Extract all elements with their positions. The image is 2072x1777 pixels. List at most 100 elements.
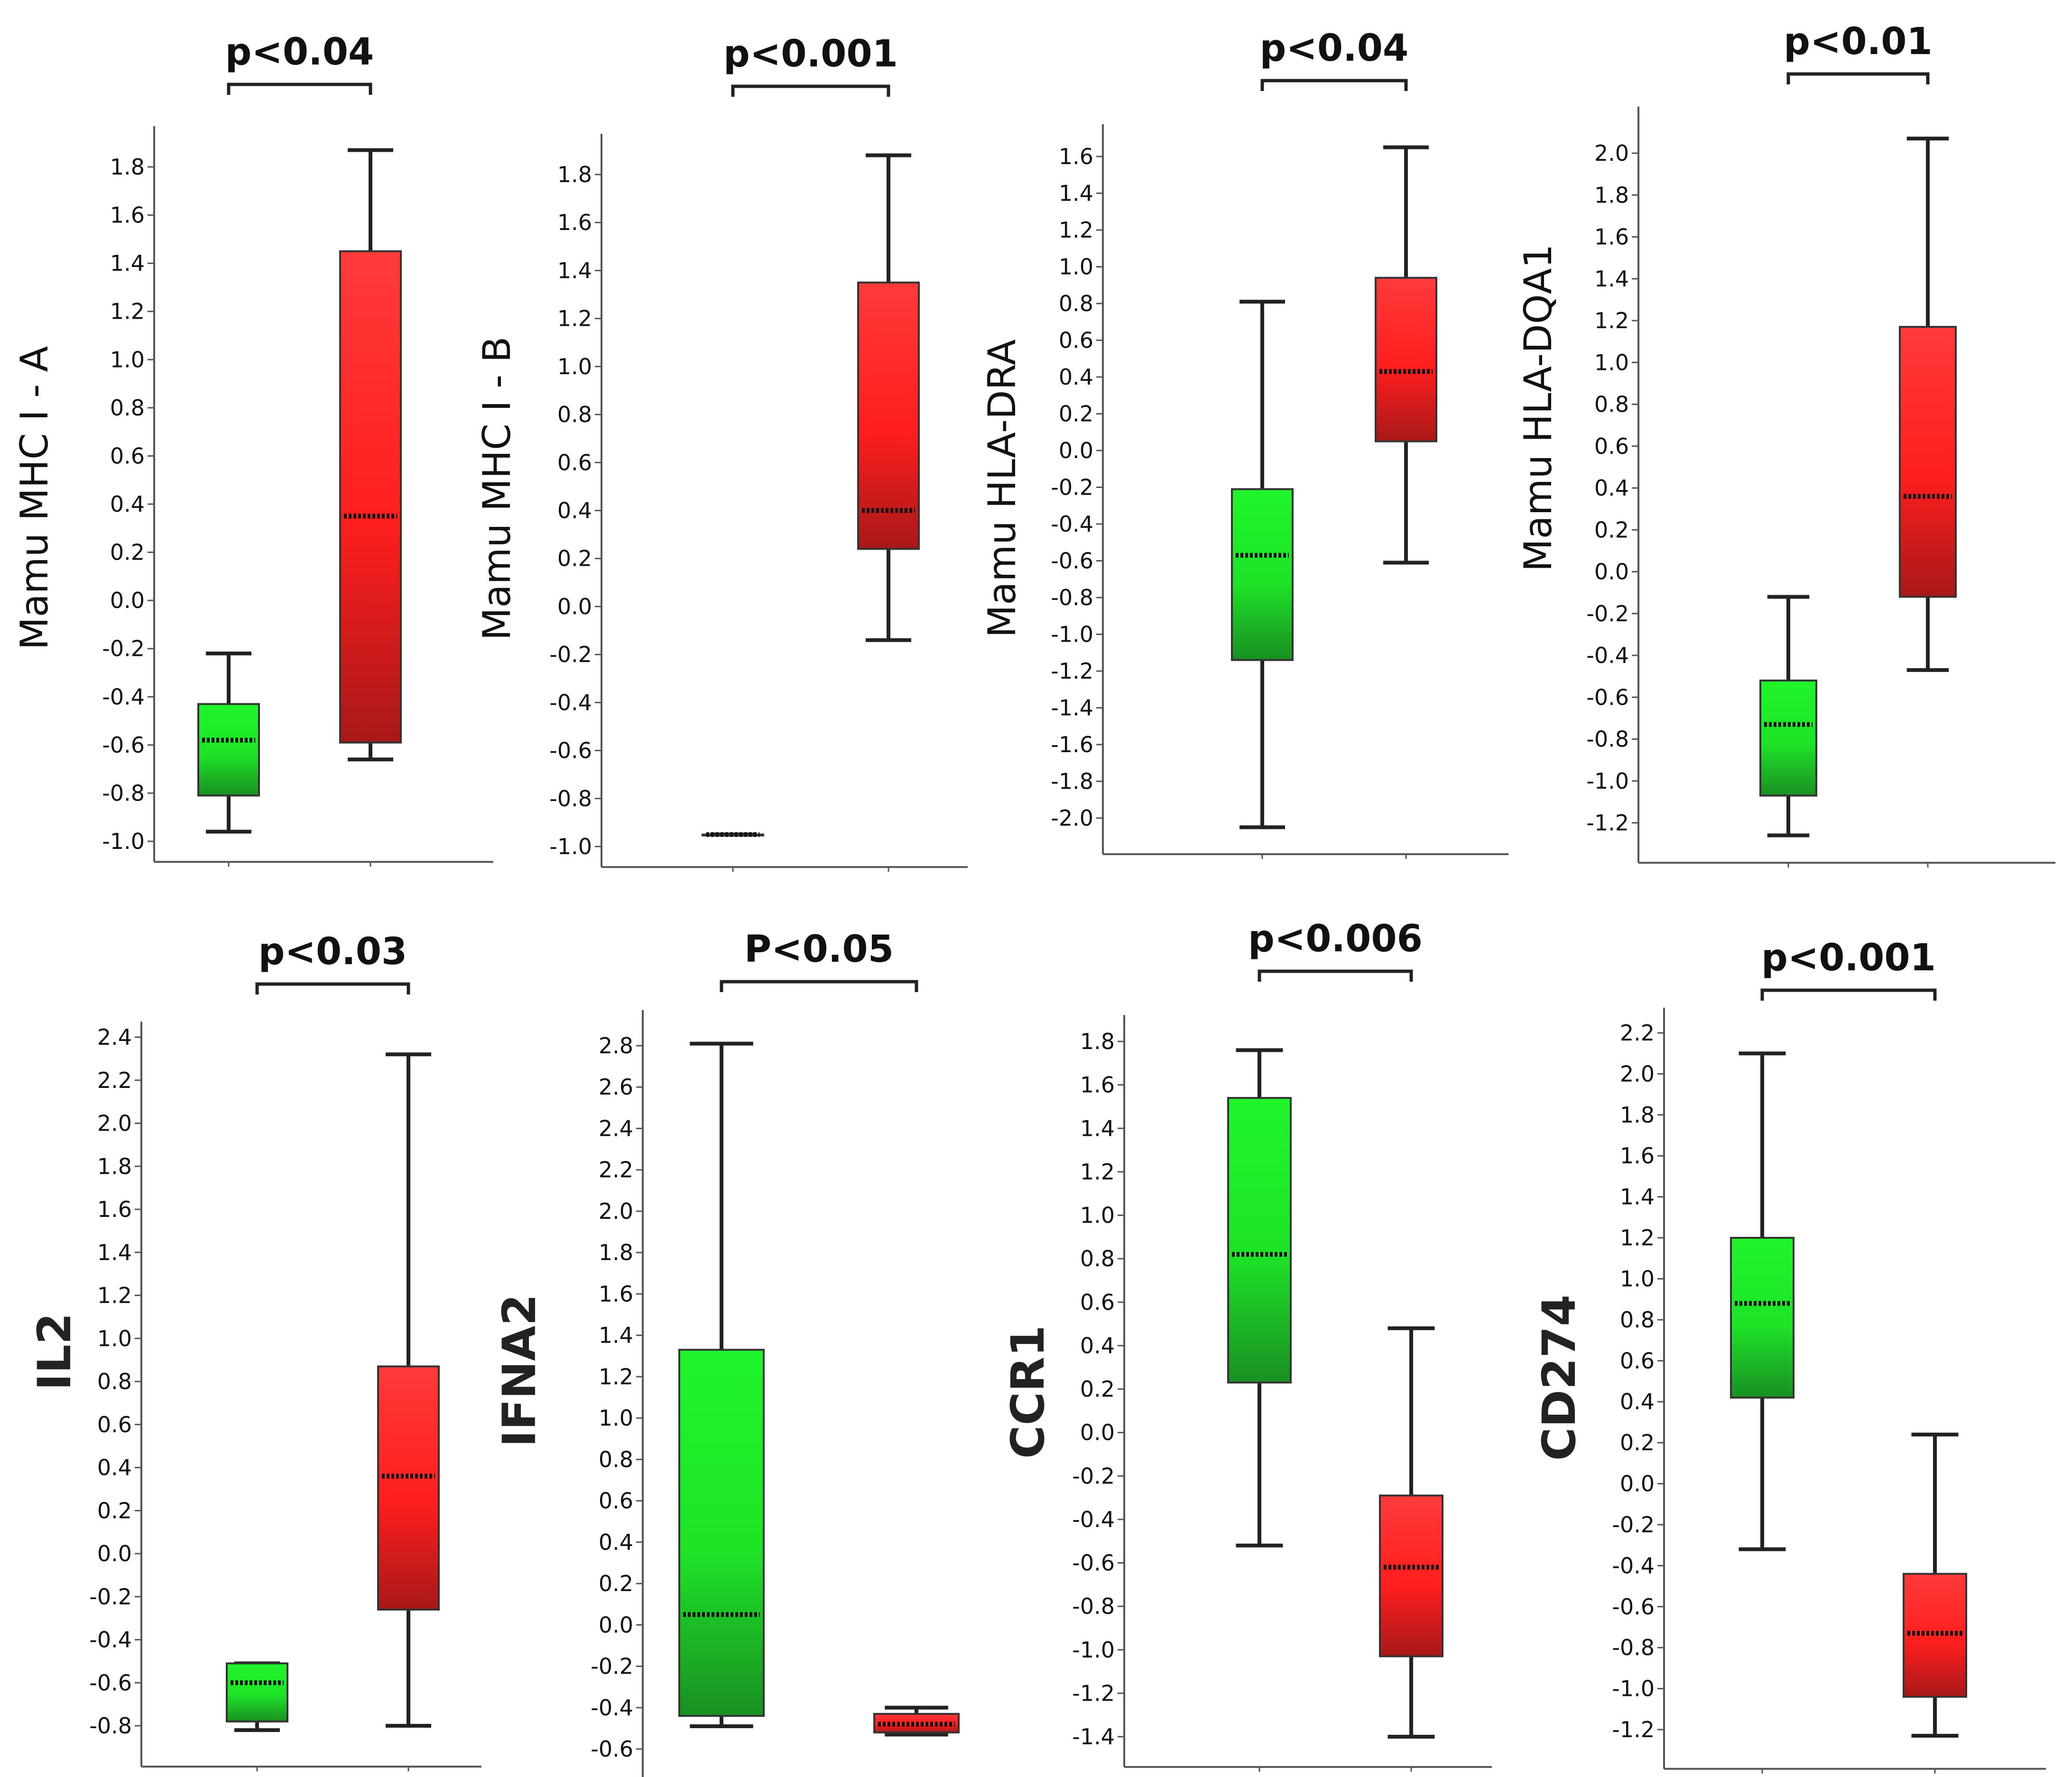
y-tick-label: -1.0 (549, 834, 592, 859)
y-tick-label: 1.4 (1594, 266, 1629, 292)
y-tick-label: -0.8 (1072, 1593, 1115, 1619)
chart-panel: -1.2 -1.0 -0.8 -0.6 -0.4 -0.2 0.0 0.2 0.4 0.6 0.8 1… (1533, 937, 2046, 1774)
box-group1 (226, 1661, 288, 1732)
y-axis-label: CD274 (1533, 1295, 1586, 1461)
y-tick-label: 0.8 (1594, 392, 1629, 417)
iqr-box (678, 1349, 765, 1717)
iqr-box (197, 703, 260, 797)
y-tick-label: -0.2 (1051, 475, 1093, 500)
iqr-box (1231, 488, 1294, 661)
y-tick-label: 1.0 (1059, 254, 1093, 280)
y-tick-label: 1.8 (599, 1240, 633, 1265)
y-tick-label: 2.6 (599, 1074, 633, 1100)
y-tick-label: 0.4 (1594, 475, 1629, 501)
y-tick-label: -0.6 (1612, 1594, 1655, 1620)
box-group2 (873, 1705, 960, 1737)
y-tick-label: 1.8 (557, 162, 592, 187)
y-tick-label: 1.6 (97, 1197, 132, 1222)
iqr-box (1730, 1237, 1794, 1399)
y-axis-label: Mamu MHC I - A (12, 346, 56, 650)
chart-panel: -0.8 -0.6 -0.4 -0.2 0.0 0.2 0.4 0.6 0.8 1.0 1.2 1.4… (28, 930, 481, 1772)
iqr-box (226, 1662, 288, 1722)
y-tick-label: -0.6 (1072, 1550, 1115, 1576)
iqr-box (339, 250, 402, 744)
y-tick-label: -0.6 (1051, 548, 1093, 574)
y-tick-label: -1.8 (1051, 769, 1093, 794)
iqr-box (1379, 1494, 1443, 1657)
y-tick-label: -1.0 (102, 829, 145, 854)
y-tick-label: 1.6 (1059, 144, 1093, 169)
y-axis-label: IL2 (28, 1313, 81, 1390)
p-value-label: p<0.001 (1761, 937, 1936, 979)
y-tick-label: 1.6 (1594, 224, 1629, 250)
box-group2 (1379, 1326, 1443, 1739)
y-axis-label: CCR1 (1001, 1325, 1054, 1459)
p-value-label: p<0.04 (225, 31, 374, 74)
y-axis-label: Mamu HLA-DRA (980, 339, 1024, 637)
y-tick-label: 1.4 (110, 250, 145, 276)
significance-bracket (227, 83, 372, 95)
y-tick-label: 1.0 (599, 1405, 633, 1431)
y-tick-label: 2.4 (599, 1115, 633, 1141)
significance-bracket (720, 980, 918, 992)
y-tick-label: -0.8 (549, 786, 592, 811)
y-tick-label: 0.2 (557, 546, 592, 571)
y-tick-label: -0.4 (1586, 643, 1629, 668)
y-tick-label: 1.2 (599, 1364, 633, 1390)
y-tick-label: 1.0 (557, 354, 592, 379)
y-tick-label: 0.0 (1620, 1471, 1655, 1497)
y-tick-label: -0.6 (102, 732, 145, 758)
y-tick-label: 1.4 (97, 1240, 132, 1265)
y-tick-label: 0.8 (1620, 1307, 1655, 1333)
y-tick-label: -0.6 (549, 738, 592, 764)
y-tick-label: -2.0 (1051, 805, 1093, 831)
y-tick-label: -0.4 (1612, 1553, 1655, 1578)
y-tick-label: 0.8 (110, 395, 145, 421)
y-tick-label: 1.0 (97, 1326, 132, 1351)
y-tick-label: 1.0 (1620, 1266, 1655, 1291)
y-tick-label: -1.4 (1051, 695, 1093, 721)
y-tick-label: 2.8 (599, 1033, 633, 1059)
y-tick-label: 2.2 (599, 1157, 633, 1183)
significance-bracket (1760, 988, 1937, 1001)
y-tick-label: 0.4 (1059, 364, 1093, 390)
y-tick-label: 1.8 (110, 154, 145, 180)
y-tick-label: 2.4 (97, 1024, 132, 1050)
y-tick-label: 1.2 (1080, 1159, 1115, 1185)
y-tick-label: 2.0 (1594, 140, 1629, 166)
y-tick-label: 2.0 (1620, 1061, 1655, 1086)
y-tick-label: -0.2 (549, 642, 592, 667)
y-tick-label: 0.0 (1594, 559, 1629, 585)
y-tick-label: -0.4 (89, 1627, 132, 1653)
y-tick-label: 0.0 (1080, 1420, 1115, 1446)
box-group1 (678, 1041, 765, 1729)
box-group1 (1231, 300, 1294, 829)
y-tick-label: 0.2 (1594, 517, 1629, 543)
y-tick-label: 1.2 (1620, 1225, 1655, 1251)
chart-panel: -2.0 -1.8 -1.6 -1.4 -1.2 -1.0 -0.8 -0.6 -0.4 -0.2… (980, 27, 1508, 859)
y-tick-label: 0.6 (97, 1412, 132, 1437)
y-tick-label: 0.8 (1080, 1246, 1115, 1271)
y-tick-label: -0.8 (1051, 585, 1093, 610)
y-tick-label: 2.2 (1620, 1020, 1655, 1046)
y-axis-label: Mamu MHC I - B (475, 337, 519, 641)
y-tick-label: -0.4 (102, 684, 145, 709)
y-tick-label: 1.2 (557, 306, 592, 331)
y-tick-label: 1.4 (557, 258, 592, 283)
y-tick-label: 0.2 (1620, 1430, 1655, 1455)
y-tick-label: -0.2 (591, 1654, 633, 1679)
y-tick-label: 0.2 (1080, 1376, 1115, 1402)
y-tick-label: -0.2 (89, 1584, 132, 1610)
y-tick-label: -0.2 (102, 636, 145, 662)
y-tick-label: 1.0 (110, 347, 145, 372)
box-group1 (1227, 1048, 1292, 1547)
y-tick-label: 1.0 (1080, 1203, 1115, 1228)
box-group2 (377, 1052, 440, 1728)
chart-panel: -1.2 -1.0 -0.8 -0.6 -0.4 -0.2 0.0 0.2 0.4 0.6 0.8 1… (1516, 20, 2055, 868)
y-tick-label: 2.2 (97, 1068, 132, 1093)
y-tick-label: -0.4 (549, 690, 592, 715)
significance-bracket (731, 84, 890, 97)
y-tick-label: -1.0 (1586, 768, 1629, 794)
iqr-box (1759, 679, 1817, 797)
y-tick-label: -1.2 (1586, 810, 1629, 836)
